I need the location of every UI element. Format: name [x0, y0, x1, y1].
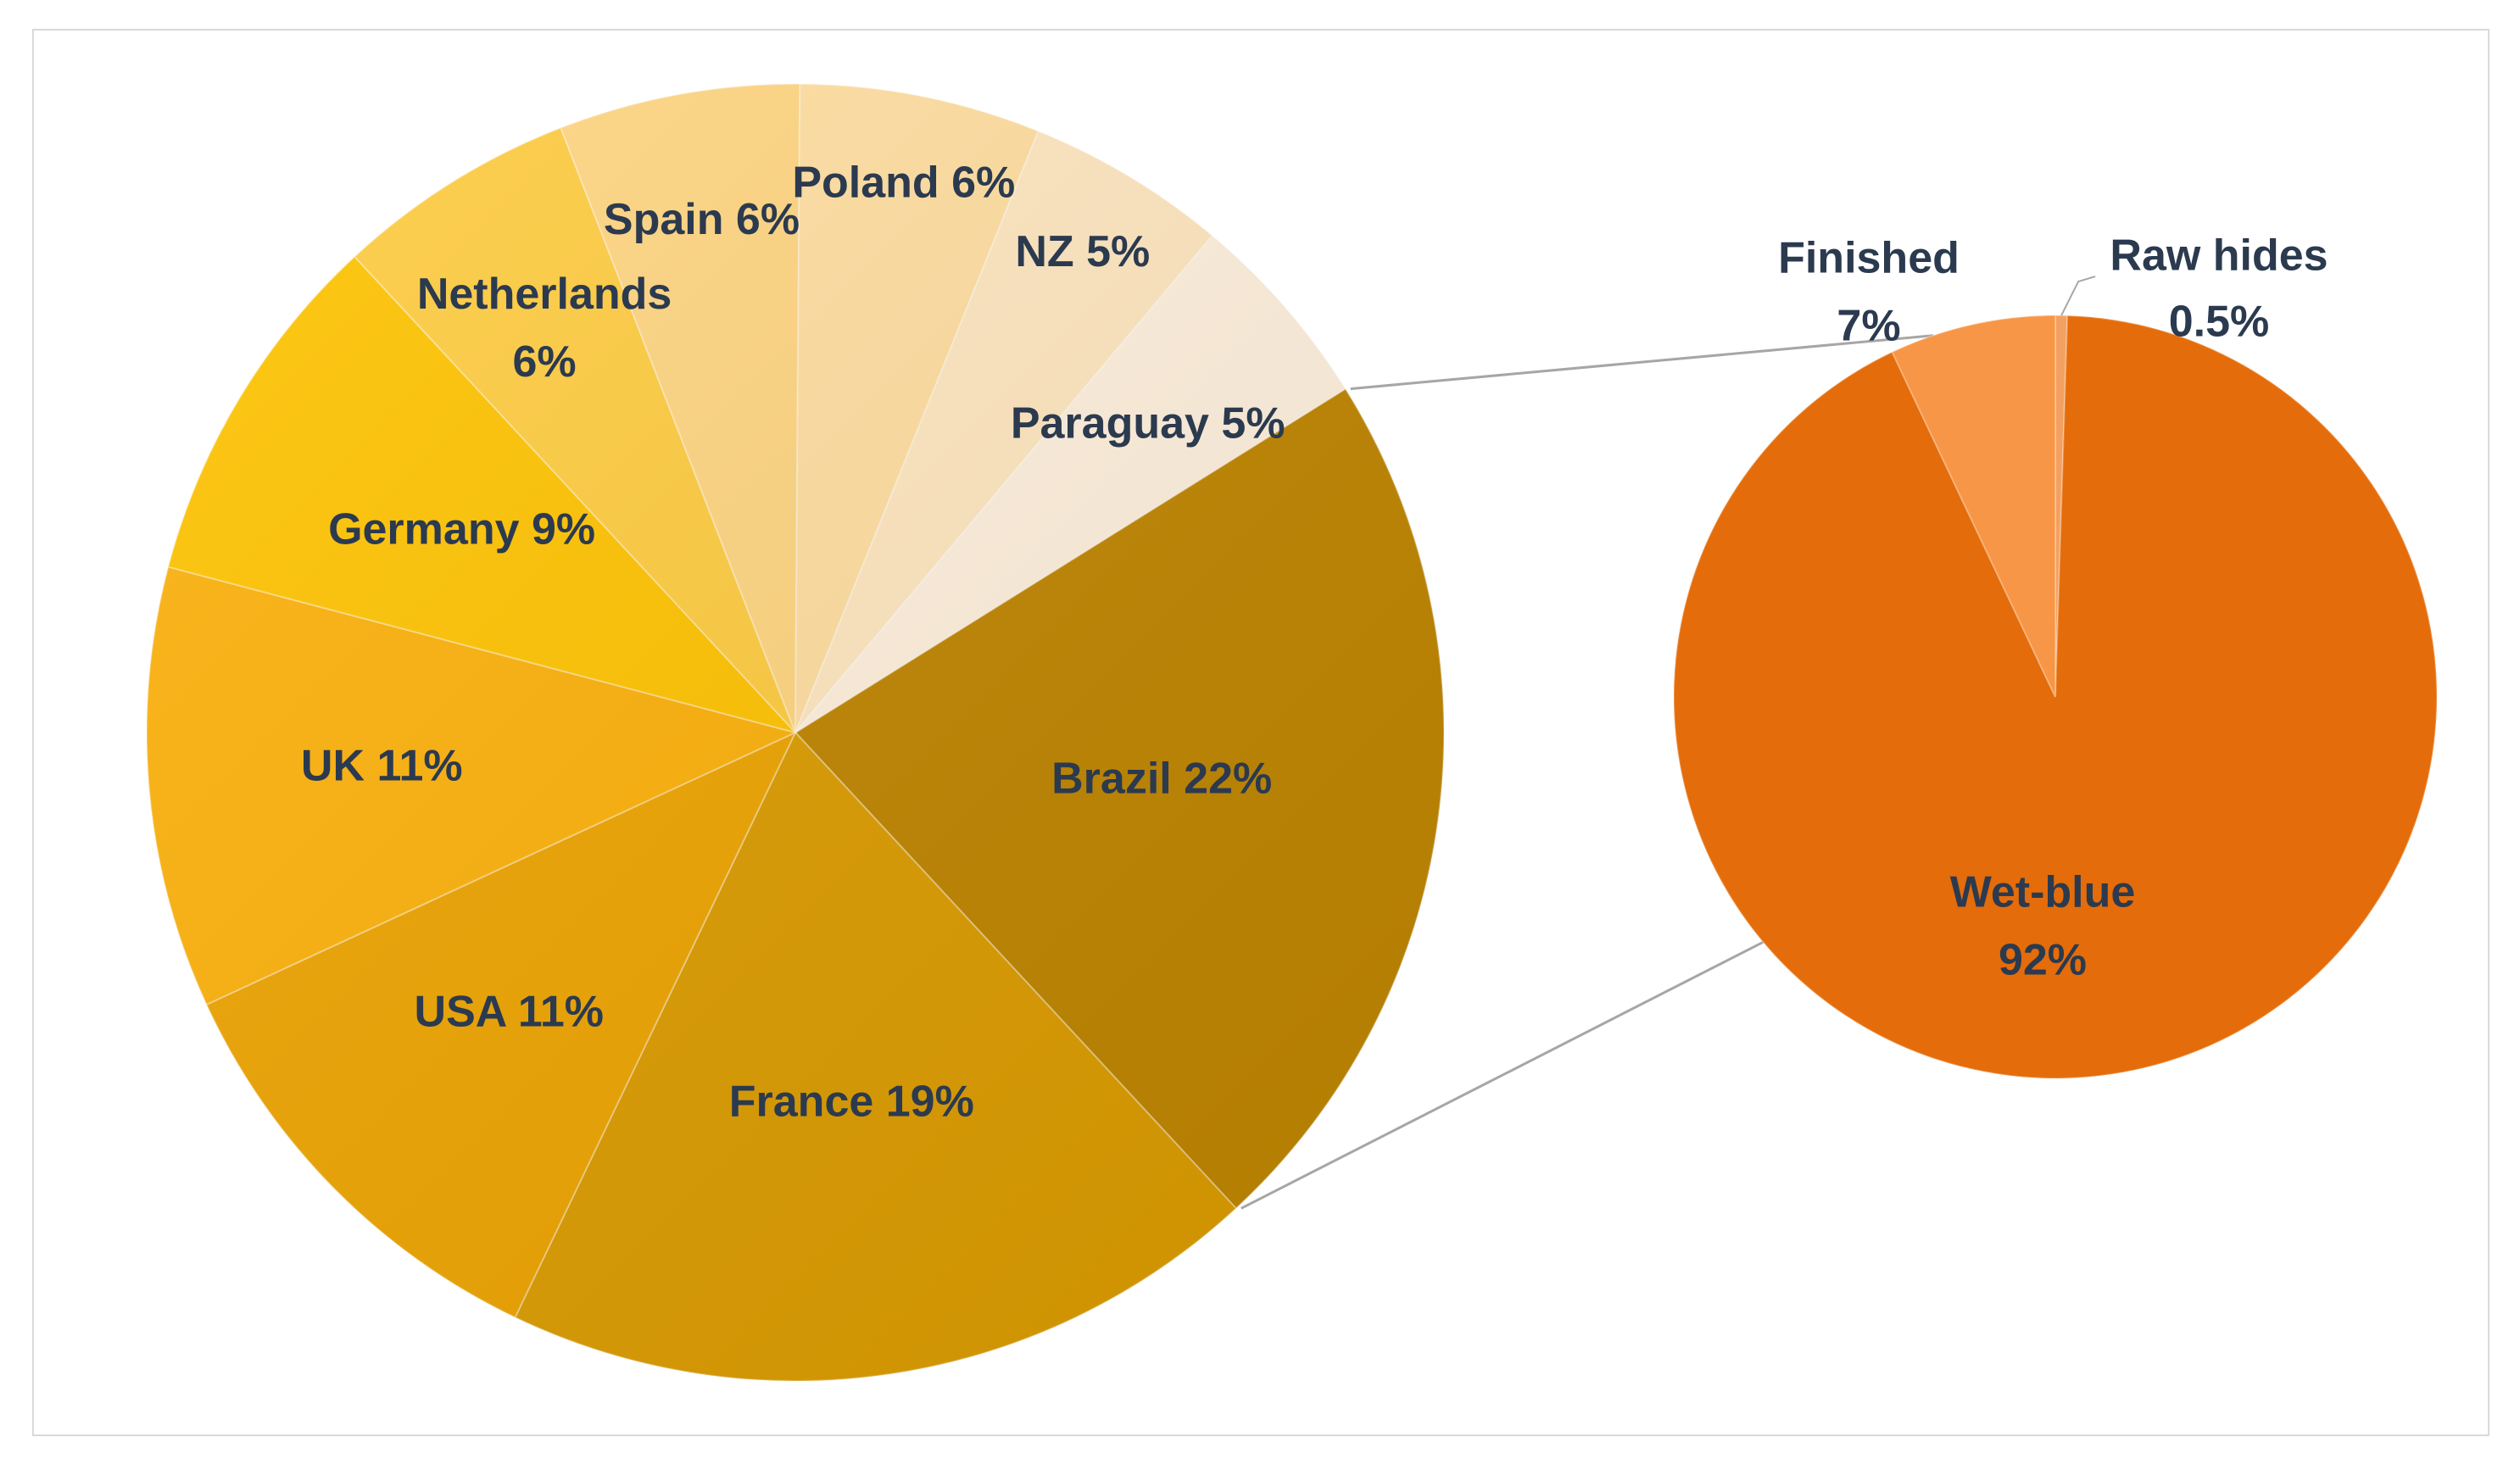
label-netherlands: Netherlands 6%: [417, 270, 672, 387]
label-paraguay: Paraguay 5%: [1011, 398, 1285, 448]
label-raw-hides: Raw hides 0.5%: [2110, 231, 2328, 347]
label-germany: Germany 9%: [328, 504, 595, 554]
label-wet-blue: Wet-blue 92%: [1950, 868, 2136, 985]
label-poland: Poland 6%: [792, 158, 1015, 207]
label-nz: NZ 5%: [1015, 227, 1150, 276]
slice-finished: [1891, 314, 2056, 698]
label-france: France 19%: [729, 1077, 974, 1126]
label-spain: Spain 6%: [604, 195, 800, 244]
label-uk: UK 11%: [301, 741, 463, 790]
slice-wet-blue: [1673, 315, 2438, 1079]
label-finished: Finished 7%: [1778, 234, 1960, 351]
stage-pie: [1673, 276, 2438, 1079]
connector-line-top: [1350, 334, 1934, 391]
country-pie: [146, 83, 1445, 1382]
label-usa: USA 11%: [415, 988, 605, 1037]
data-labels: Brazil 22% France 19% USA 11% UK 11% Germany…: [301, 158, 2328, 1126]
label-brazil: Brazil 22%: [1051, 754, 1272, 803]
raw-hides-leader-line: [2060, 276, 2096, 316]
